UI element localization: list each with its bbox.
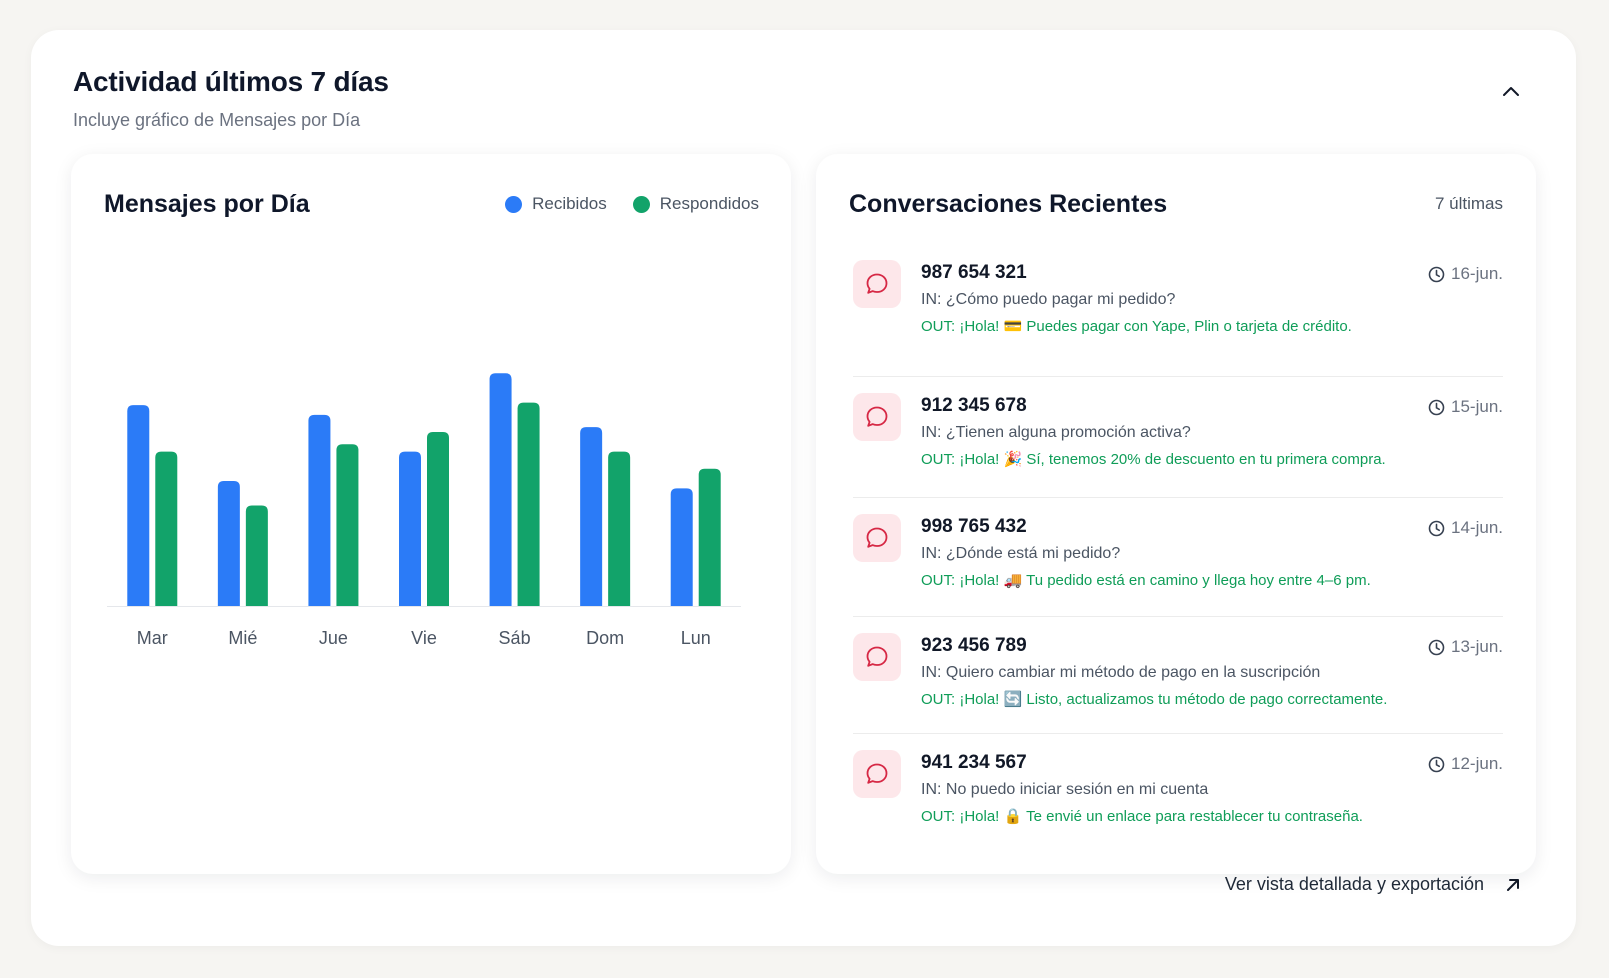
bar-answered-0[interactable] — [155, 451, 178, 606]
conversation-phone: 941 234 567 — [921, 752, 1027, 773]
x-tick-label: Sáb — [499, 628, 531, 648]
legend-dot-received — [505, 195, 523, 213]
conversation-out-message: OUT: ¡Hola! 🔄 Listo, actualizamos tu mét… — [921, 691, 1388, 708]
bar-received-0[interactable] — [127, 405, 150, 606]
conversation-in-message: IN: ¿Cómo puedo pagar mi pedido? — [921, 291, 1176, 308]
conversation-in-message: IN: Quiero cambiar mi método de pago en … — [921, 664, 1321, 681]
messages-per-day-card: Mensajes por Día Recibidos Respondidos M… — [71, 154, 791, 874]
conversation-item[interactable]: 912 345 678 15-jun. IN: ¿Tienen alguna pro… — [853, 377, 1503, 498]
conversation-item[interactable]: 941 234 567 12-jun. IN: No puedo iniciar s… — [853, 734, 1503, 851]
conversation-avatar — [853, 514, 901, 562]
legend-label-answered: Respondidos — [659, 194, 759, 213]
bar-received-2[interactable] — [308, 414, 331, 606]
conversation-in-message: IN: No puedo iniciar sesión en mi cuenta — [921, 781, 1209, 798]
message-circle-icon — [866, 646, 888, 667]
conversation-list: 987 654 321 16-jun. IN: ¿Cómo puedo pagar … — [853, 260, 1503, 851]
conversation-phone: 923 456 789 — [921, 635, 1027, 656]
chart-title: Mensajes por Día — [104, 190, 310, 218]
conversation-out-message: OUT: ¡Hola! 💳 Puedes pagar con Yape, Pli… — [921, 318, 1352, 335]
conversation-avatar — [853, 393, 901, 441]
message-circle-icon — [866, 763, 888, 784]
conversation-out-message: OUT: ¡Hola! 🚚 Tu pedido está en camino y… — [921, 572, 1371, 589]
conversation-phone: 987 654 321 — [921, 262, 1027, 283]
conversation-date: 15-jun. — [1428, 397, 1503, 417]
conversation-in-message: IN: ¿Dónde está mi pedido? — [921, 545, 1121, 562]
legend-item-answered: Respondidos — [632, 194, 759, 214]
conversation-out-message: OUT: ¡Hola! 🔒 Te envié un enlace para re… — [921, 808, 1363, 825]
conversation-avatar — [853, 633, 901, 681]
conversation-date-text: 13-jun. — [1451, 637, 1503, 656]
message-circle-icon — [866, 406, 888, 427]
clock-icon — [1428, 520, 1445, 536]
detailed-view-link[interactable]: Ver vista detallada y exportación — [1225, 874, 1522, 895]
bar-received-1[interactable] — [217, 481, 240, 606]
bar-received-4[interactable] — [489, 373, 512, 606]
legend-label-received: Recibidos — [532, 194, 607, 213]
arrow-up-right-icon — [1507, 878, 1519, 891]
conversation-avatar — [853, 260, 901, 308]
message-circle-icon — [866, 527, 888, 548]
conversation-date: 16-jun. — [1428, 264, 1503, 284]
conversation-phone: 998 765 432 — [921, 516, 1027, 537]
conversation-phone: 912 345 678 — [921, 395, 1027, 416]
bar-received-3[interactable] — [399, 451, 421, 606]
conversation-date: 12-jun. — [1428, 754, 1503, 774]
recent-conversations-card: Conversaciones Recientes 7 últimas 987 6… — [816, 154, 1536, 874]
clock-icon — [1428, 399, 1445, 415]
panel-title: Actividad últimos 7 días — [73, 66, 389, 97]
clock-icon — [1428, 266, 1445, 282]
conversation-item[interactable]: 998 765 432 14-jun. IN: ¿Dónde está mi ped… — [853, 498, 1503, 617]
bar-answered-4[interactable] — [517, 402, 540, 606]
x-tick-label: Lun — [681, 628, 711, 648]
conversations-title: Conversaciones Recientes — [849, 190, 1168, 218]
activity-panel: Actividad últimos 7 días Incluye gráfico… — [31, 30, 1576, 946]
detailed-view-label: Ver vista detallada y exportación — [1224, 874, 1484, 894]
conversation-date-text: 12-jun. — [1451, 754, 1503, 773]
bar-received-6[interactable] — [670, 488, 693, 606]
conversation-date-text: 15-jun. — [1451, 397, 1503, 416]
legend-dot-answered — [632, 195, 650, 213]
conversation-date-text: 16-jun. — [1451, 264, 1503, 283]
x-tick-label: Dom — [586, 628, 624, 648]
conversation-avatar — [853, 750, 901, 798]
x-tick-label: Mié — [228, 628, 257, 648]
clock-icon — [1428, 639, 1445, 655]
x-tick-label: Jue — [319, 628, 348, 648]
conversations-count: 7 últimas — [1434, 194, 1503, 213]
conversation-date-text: 14-jun. — [1451, 518, 1503, 537]
x-tick-label: Mar — [137, 628, 168, 648]
conversation-item[interactable]: 923 456 789 13-jun. IN: Quiero cambiar mi … — [853, 617, 1503, 734]
collapse-button[interactable] — [1496, 76, 1526, 106]
bar-chart: Mar Mié Jue Vie Sáb Dom Lun — [107, 373, 741, 648]
chart-legend: Recibidos Respondidos — [505, 194, 759, 214]
bar-answered-3[interactable] — [427, 432, 449, 606]
bar-answered-5[interactable] — [608, 451, 631, 606]
conversation-in-message: IN: ¿Tienen alguna promoción activa? — [921, 424, 1191, 441]
conversation-item[interactable]: 987 654 321 16-jun. IN: ¿Cómo puedo pagar … — [853, 260, 1503, 377]
bar-received-5[interactable] — [580, 427, 603, 606]
conversation-date: 13-jun. — [1428, 637, 1503, 657]
clock-icon — [1428, 756, 1445, 772]
chevron-up-icon — [1503, 87, 1519, 96]
message-circle-icon — [866, 273, 888, 294]
legend-item-received: Recibidos — [505, 194, 607, 214]
bar-answered-2[interactable] — [336, 444, 359, 606]
panel-subtitle: Incluye gráfico de Mensajes por Día — [73, 110, 361, 130]
x-tick-label: Vie — [411, 628, 437, 648]
bar-answered-1[interactable] — [245, 505, 268, 606]
conversation-date: 14-jun. — [1428, 518, 1503, 538]
bar-answered-6[interactable] — [698, 468, 721, 606]
conversation-out-message: OUT: ¡Hola! 🎉 Sí, tenemos 20% de descuen… — [921, 451, 1386, 468]
